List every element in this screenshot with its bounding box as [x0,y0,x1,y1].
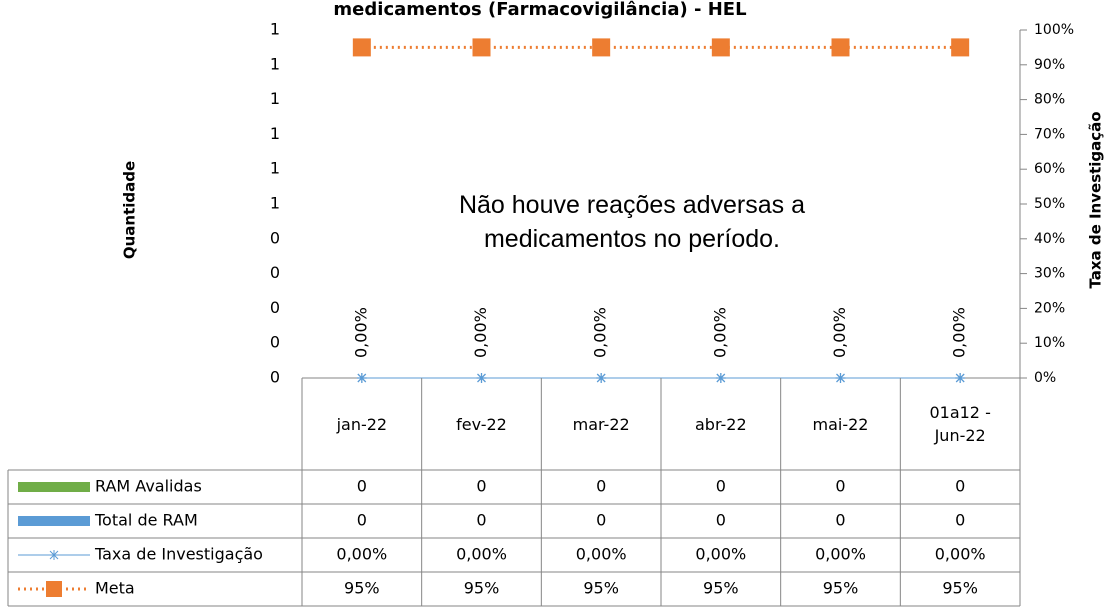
y-tick-label: 0 [270,298,280,317]
y-tick-label: 1 [270,194,280,213]
category-cell-box: mar-22 [569,378,633,470]
category-cell-box: jan-22 [330,378,394,470]
legend-label: Total de RAM [94,511,198,530]
y2-tick-label: 70% [1034,126,1065,142]
legend-key [18,516,90,526]
y-tick-label: 1 [270,124,280,143]
y2-axis-label: Taxa de Investigação [1087,111,1105,288]
table-cell: 95% [703,579,739,598]
legend-label: RAM Avalidas [95,477,202,496]
y-tick-label: 1 [270,20,280,39]
table-cell: 0,00% [935,545,986,564]
y2-tick-label: 40% [1034,231,1065,247]
marker [711,38,730,57]
y2-tick-label: 0% [1034,370,1056,386]
table-cell: 95% [942,579,978,598]
annotation: Não houve reações adversas a medicamento… [458,191,806,253]
marker [472,38,491,57]
y-tick-label: 0 [270,333,280,352]
category-cell-box: abr-22 [689,378,753,470]
table-cell: 0 [955,511,965,530]
data-label: 0,00% [591,307,610,358]
table-cell: 95% [823,579,859,598]
table-cell: 0,00% [456,545,507,564]
y2-tick-label: 100% [1034,22,1074,38]
x-tick-label: mar-22 [572,414,630,434]
marker [476,373,487,383]
marker [592,38,611,57]
legend-marker [46,581,62,597]
category-cell: mar-22 [569,378,633,470]
data-label: 0,00% [351,307,370,358]
table-cell: 0 [835,477,845,496]
table-cell: 0 [716,511,726,530]
category-cell: 01a12 - Jun-22 [928,378,992,470]
legend-label: Meta [95,579,135,598]
data-label: 0,00% [950,307,969,358]
x-tick-label: 01a12 - Jun-22 [929,403,991,445]
marker [831,38,850,57]
table-cell: 0 [357,511,367,530]
marker [356,373,367,383]
table-cell: 0 [596,477,606,496]
category-cell: mai-22 [809,378,873,470]
y2-tick-label: 10% [1034,335,1065,351]
y-tick-label: 1 [270,89,280,108]
table-cell: 0,00% [815,545,866,564]
table-cell: 0 [476,511,486,530]
x-tick-label: jan-22 [336,414,388,434]
marker [596,373,607,383]
annotation-box: Não houve reações adversas a medicamento… [458,191,806,253]
category-cell: jan-22 [330,378,394,470]
marker [352,38,371,57]
legend-marker [49,550,59,560]
y2-tick-label: 80% [1034,92,1065,108]
table-cell: 0,00% [695,545,746,564]
category-cell-box: fev-22 [450,378,514,470]
table-cell: 95% [344,579,380,598]
y2-tick-label: 20% [1034,300,1065,316]
x-tick-label: abr-22 [695,414,747,434]
legend-label: Taxa de Investigação [94,545,263,564]
legend-key [18,482,90,492]
table-cell: 0 [476,477,486,496]
category-cell: fev-22 [450,378,514,470]
category-cell-box: 01a12 - Jun-22 [928,378,992,470]
y2-tick-label: 60% [1034,161,1065,177]
table-cell: 95% [464,579,500,598]
marker [955,373,966,383]
data-label: 0,00% [830,307,849,358]
table-cell: 0 [716,477,726,496]
y2-tick-label: 30% [1034,266,1065,282]
y2-tick-label: 90% [1034,57,1065,73]
data-label: 0,00% [471,307,490,358]
table-cell: 95% [583,579,619,598]
x-tick-label: fev-22 [456,414,507,434]
table-cell: 0 [835,511,845,530]
x-tick-label: mai-22 [812,414,869,434]
chart-title: medicamentos (Farmacovigilância) - HEL [333,0,746,20]
table-cell: 0,00% [336,545,387,564]
y2-tick-label: 50% [1034,196,1065,212]
marker [835,373,846,383]
y-tick-label: 0 [270,368,280,387]
y-tick-label: 1 [270,159,280,178]
y-axis-label: Quantidade [121,161,139,259]
table-cell: 0,00% [576,545,627,564]
table-cell: 0 [596,511,606,530]
table-cell: 0 [357,477,367,496]
y-tick-label: 0 [270,263,280,282]
y-tick-label: 1 [270,54,280,73]
table-cell: 0 [955,477,965,496]
data-label: 0,00% [710,307,729,358]
marker [951,38,970,57]
category-cell: abr-22 [689,378,753,470]
y-tick-label: 0 [270,228,280,247]
category-cell-box: mai-22 [809,378,873,470]
marker [715,373,726,383]
